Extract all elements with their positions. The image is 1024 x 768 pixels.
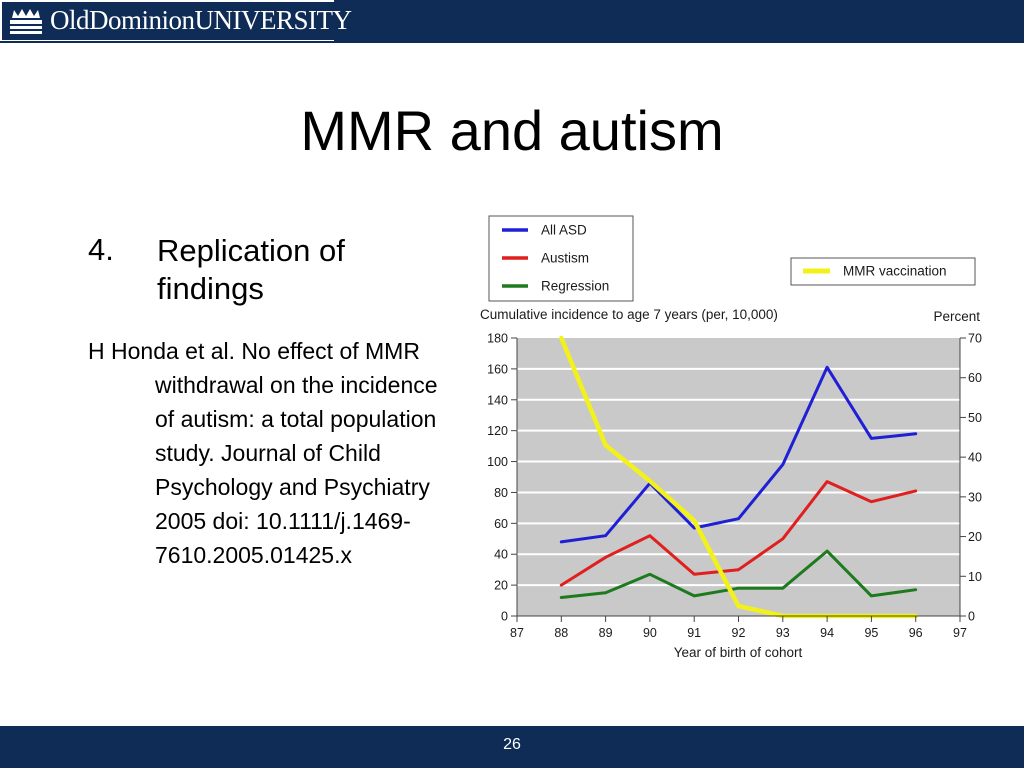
left-tick-label: 160 [487, 362, 508, 376]
crown-icon [10, 9, 42, 34]
x-tick-label: 95 [864, 626, 878, 640]
right-tick-label: 0 [968, 610, 975, 624]
legend-label-mmr-vaccination: MMR vaccination [843, 264, 947, 279]
right-tick-label: 20 [968, 530, 982, 544]
left-tick-label: 40 [494, 548, 508, 562]
legend-label-regression: Regression [541, 279, 609, 294]
bullet-text: Replication of findings [157, 233, 345, 306]
x-tick-label: 88 [554, 626, 568, 640]
gridlines [517, 367, 960, 587]
bullet-number: 4. [88, 232, 114, 267]
legend-mmr: MMR vaccination [803, 264, 947, 279]
x-tick-label: 93 [776, 626, 790, 640]
plot-area [517, 338, 960, 616]
right-tick-label: 50 [968, 411, 982, 425]
right-tick-label: 60 [968, 371, 982, 385]
series-line-regression [559, 549, 918, 599]
x-tick-label: 94 [820, 626, 834, 640]
incidence-chart: 0 20 40 60 80 100 120 140 160 180 0 10 20 30 40 50 60 70… [480, 215, 982, 660]
left-axis-title: Cumulative incidence to age 7 years (per… [480, 307, 778, 322]
left-tick-label: 120 [487, 424, 508, 438]
series-line-austism [559, 480, 918, 587]
right-tick-label: 10 [968, 570, 982, 584]
left-tick-label: 60 [494, 517, 508, 531]
legend-label-all-asd: All ASD [541, 223, 587, 238]
right-tick-label: 30 [968, 490, 982, 504]
left-tick-label: 0 [501, 610, 508, 624]
left-axis-ticks: 0 20 40 60 80 100 120 140 160 180 [487, 332, 517, 624]
series-line-all-asd [559, 365, 918, 544]
logo-text: OldDominionUNIVERSITY [50, 5, 352, 35]
slide-title: MMR and autism [300, 99, 724, 162]
left-tick-label: 180 [487, 332, 508, 346]
right-tick-label: 40 [968, 451, 982, 465]
x-tick-label: 90 [643, 626, 657, 640]
legend-label-austism: Austism [541, 251, 589, 266]
x-axis-ticks: 87 88 89 90 91 92 93 94 95 96 97 [510, 616, 967, 640]
page-number: 26 [503, 736, 521, 753]
legend: All ASD Austism Regression [502, 223, 609, 294]
x-tick-label: 92 [732, 626, 746, 640]
university-logo: OldDominionUNIVERSITY [0, 0, 352, 43]
right-tick-label: 70 [968, 332, 982, 346]
logo-background: OldDominionUNIVERSITY [2, 2, 352, 40]
right-axis-title: Percent [933, 309, 980, 324]
left-tick-label: 140 [487, 393, 508, 407]
right-axis-ticks: 0 10 20 30 40 50 60 70 [960, 332, 982, 624]
left-tick-label: 100 [487, 455, 508, 469]
x-tick-label: 87 [510, 626, 524, 640]
left-tick-label: 80 [494, 486, 508, 500]
x-axis-title: Year of birth of cohort [674, 645, 803, 660]
footer-bar: 26 [0, 726, 1024, 768]
x-tick-label: 91 [687, 626, 701, 640]
x-tick-label: 89 [599, 626, 613, 640]
x-tick-label: 96 [909, 626, 923, 640]
x-tick-label: 97 [953, 626, 967, 640]
left-tick-label: 20 [494, 579, 508, 593]
citation-text: H Honda et al. No effect of MMR withdraw… [88, 338, 438, 568]
